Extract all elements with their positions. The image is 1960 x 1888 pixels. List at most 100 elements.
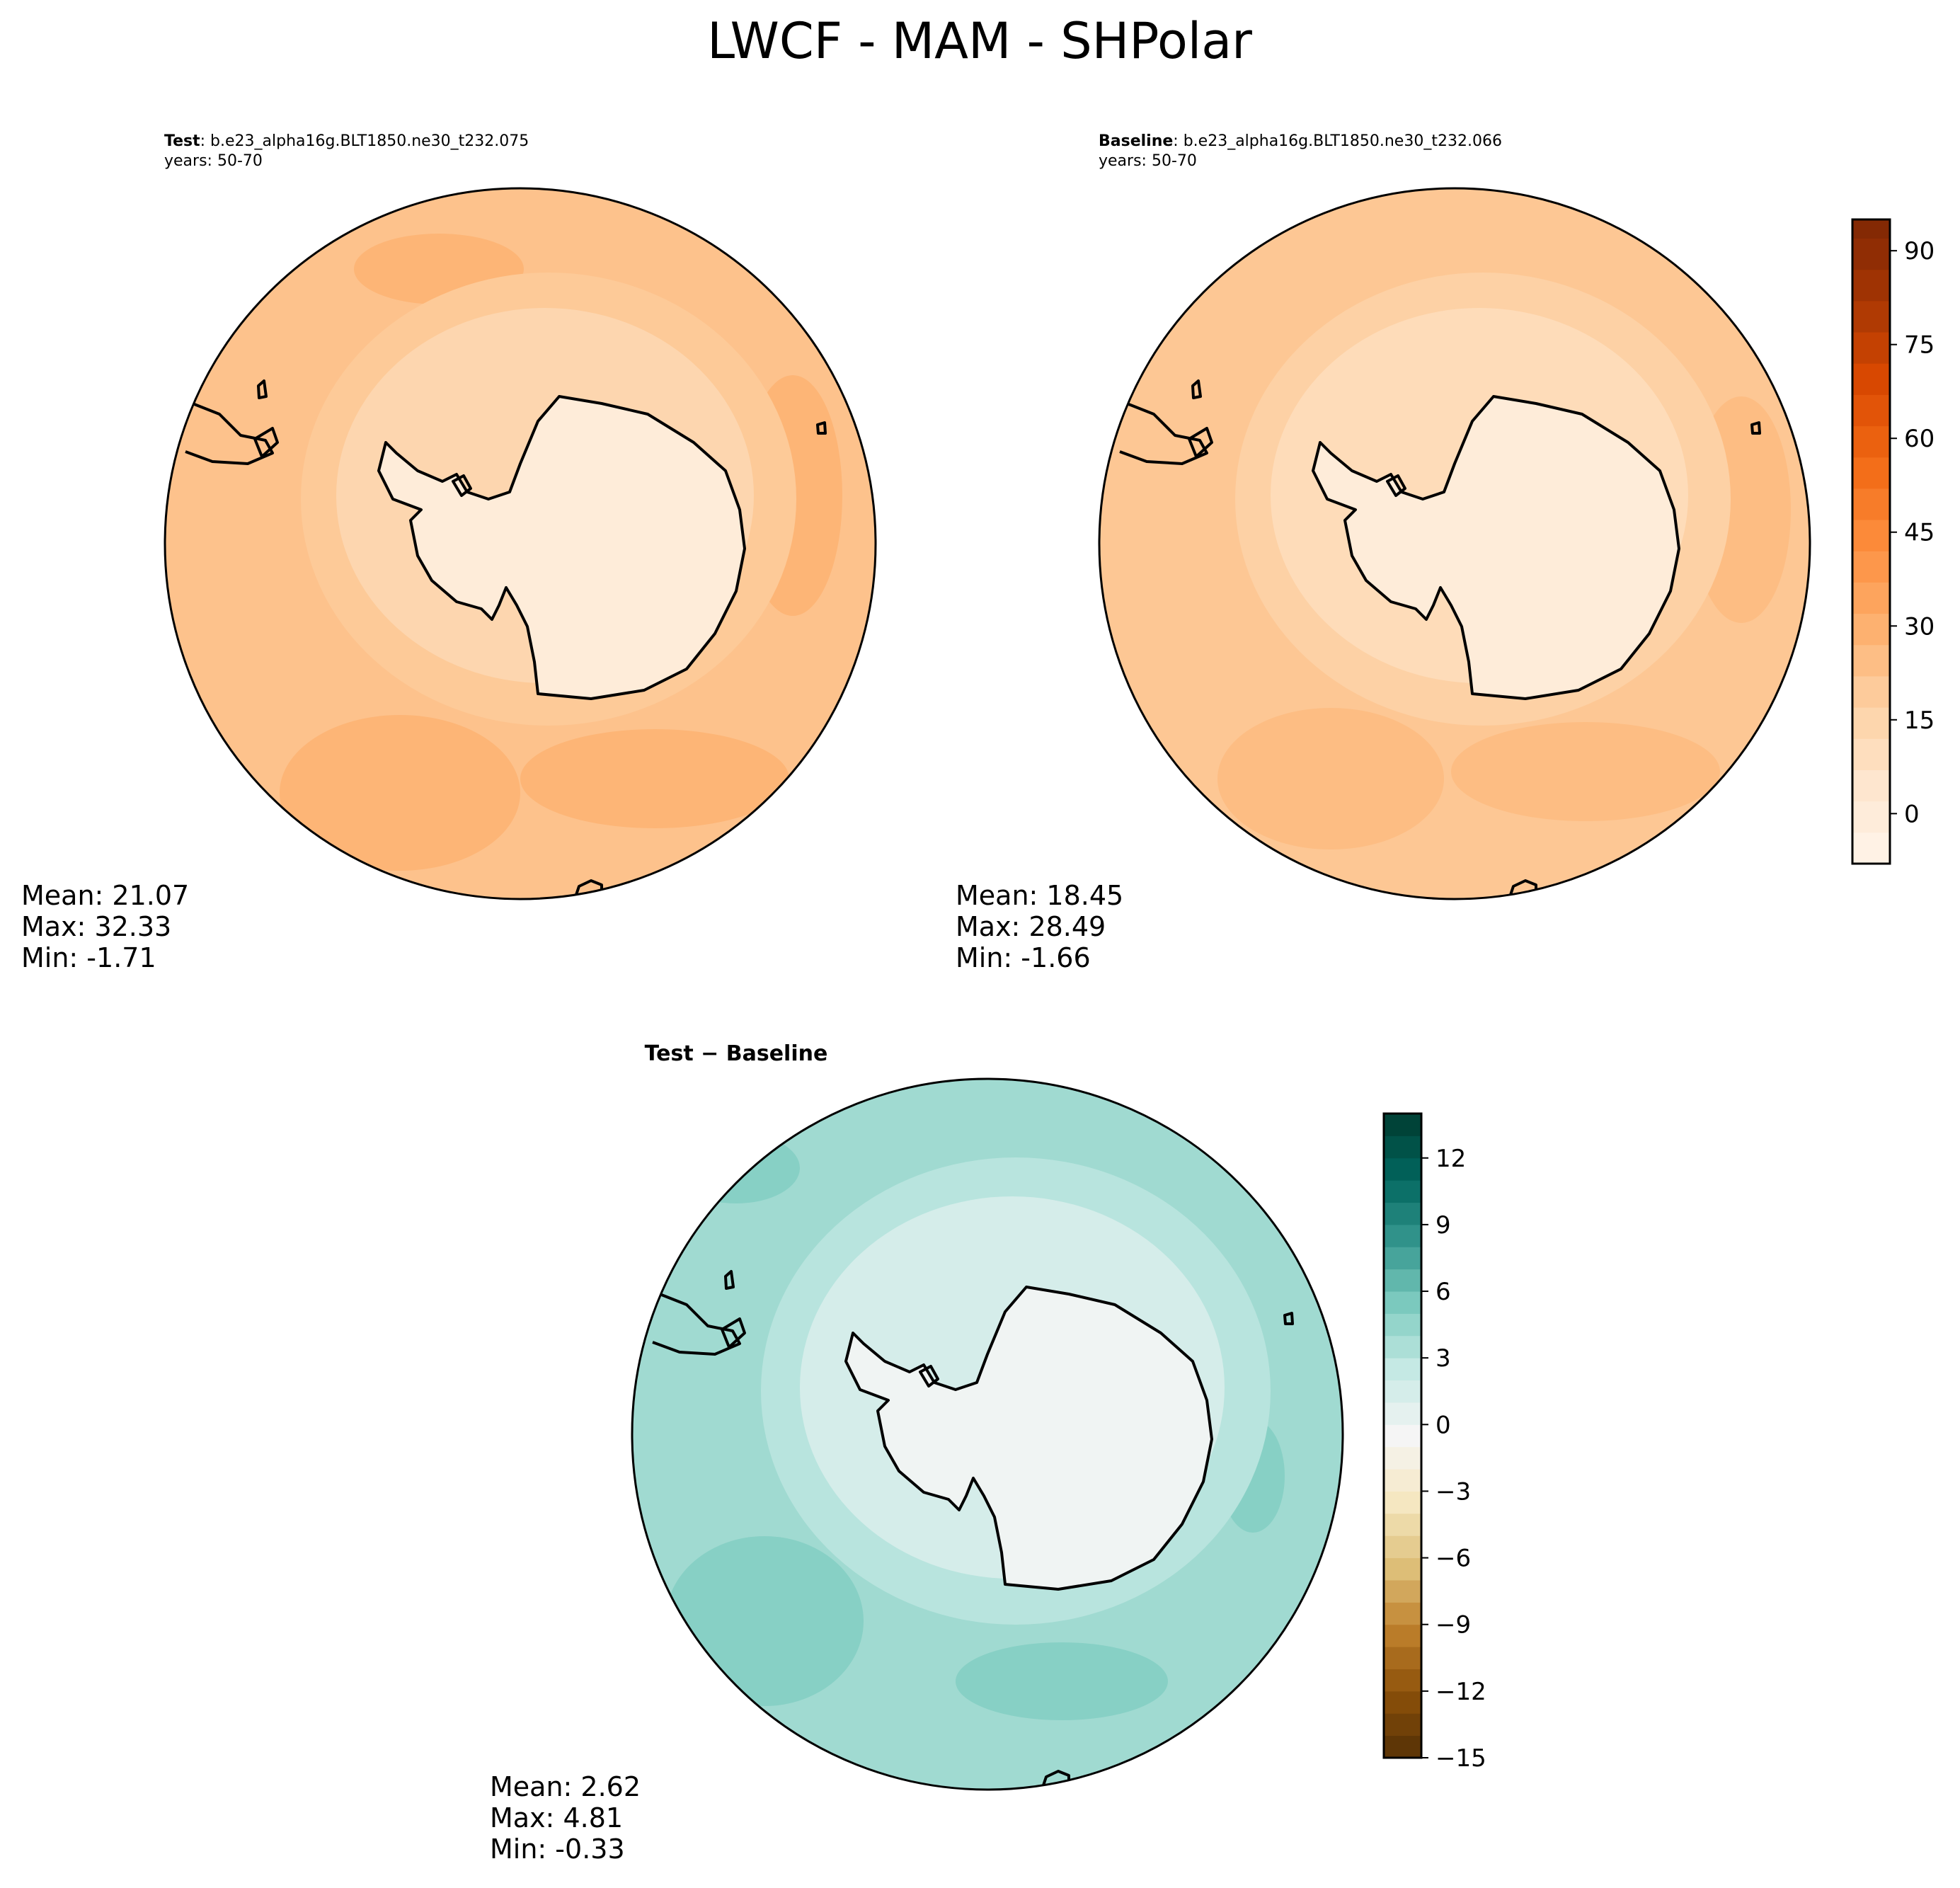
test-field-warm-b: [520, 729, 789, 828]
brbg-colorbar-tick-label: 3: [1435, 1344, 1451, 1373]
difference-stat-mean: Mean: 2.62: [490, 1771, 641, 1802]
brbg-colorbar-segment: [1384, 1313, 1421, 1337]
brbg-colorbar-segment: [1384, 1291, 1421, 1314]
brbg-colorbar-segment: [1384, 1202, 1421, 1225]
oranges-colorbar-segment: [1852, 332, 1890, 364]
difference-map: [632, 1079, 1343, 1790]
test-title-bold: Test: [164, 132, 200, 150]
brbg-colorbar-segment: [1384, 1135, 1421, 1159]
brbg-colorbar-tick-label: 12: [1435, 1145, 1466, 1173]
oranges-colorbar-segment: [1852, 363, 1890, 395]
baseline-coastlines: [1119, 379, 1761, 899]
test-stat-max: Max: 32.33: [21, 911, 171, 942]
test-panel-title: Test: b.e23_alpha16g.BLT1850.ne30_t232.0…: [164, 132, 529, 150]
oranges-colorbar-segment: [1852, 300, 1890, 333]
diff-field-warm-b: [956, 1642, 1168, 1720]
brbg-colorbar-frame: [1382, 1112, 1423, 1759]
baseline-map: [1099, 188, 1810, 899]
brbg-colorbar-segment: [1384, 1513, 1421, 1536]
oranges-colorbar-segment: [1852, 613, 1890, 646]
figure-title: LWCF - MAM - SHPolar: [707, 12, 1252, 70]
difference-map-boundary: [631, 1077, 1344, 1791]
oranges-colorbar-segment: [1852, 675, 1890, 708]
oranges-colorbar-segment: [1852, 520, 1890, 551]
oranges-colorbar-tick-label: 45: [1904, 519, 1935, 547]
diff-field-warm-a: [665, 1536, 864, 1706]
oranges-colorbar-tick-label: 60: [1904, 425, 1935, 453]
oranges-colorbar-segment: [1852, 425, 1890, 458]
baseline-years: years: 50-70: [1099, 152, 1197, 170]
brbg-colorbar-segment: [1384, 1380, 1421, 1403]
baseline-map-boundary: [1098, 187, 1811, 900]
difference-panel-title: Test − Baseline: [645, 1041, 828, 1066]
baseline-field-warm-a: [1217, 708, 1444, 849]
brbg-colorbar-segment: [1384, 1446, 1421, 1470]
brbg-colorbar-segment: [1384, 1424, 1421, 1448]
baseline-title-case: : b.e23_alpha16g.BLT1850.ne30_t232.066: [1173, 132, 1502, 150]
brbg-colorbar-segment: [1384, 1114, 1421, 1136]
brbg-colorbar-segment: [1384, 1469, 1421, 1492]
baseline-field-warm-b: [1451, 722, 1720, 821]
brbg-colorbar-tick-label: −3: [1435, 1477, 1471, 1506]
oranges-colorbar-segment: [1852, 707, 1890, 739]
oranges-colorbar-segment: [1852, 644, 1890, 677]
brbg-colorbar-segment: [1384, 1491, 1421, 1514]
brbg-colorbar-segment: [1384, 1690, 1421, 1714]
brbg-colorbar-segment: [1384, 1180, 1421, 1203]
oranges-colorbar-segment: [1852, 269, 1890, 302]
brbg-colorbar-segment: [1384, 1358, 1421, 1381]
brbg-colorbar-segment: [1384, 1579, 1421, 1603]
test-map-boundary: [164, 187, 877, 900]
brbg-colorbar-tick-label: 0: [1435, 1411, 1451, 1439]
test-field-warm-a: [280, 715, 520, 871]
difference-stat-min: Min: -0.33: [490, 1833, 625, 1865]
brbg-colorbar-segment: [1384, 1335, 1421, 1358]
test-stat-mean: Mean: 21.07: [21, 880, 189, 911]
brbg-colorbar-segment: [1384, 1247, 1421, 1270]
brbg-colorbar-segment: [1384, 1224, 1421, 1247]
baseline-title-bold: Baseline: [1099, 132, 1173, 150]
brbg-colorbar-tick-label: −6: [1435, 1545, 1471, 1573]
brbg-colorbar-tick-label: −12: [1435, 1678, 1486, 1706]
oranges-colorbar-segment: [1852, 488, 1890, 520]
test-title-case: : b.e23_alpha16g.BLT1850.ne30_t232.075: [200, 132, 529, 150]
baseline-stat-min: Min: -1.66: [956, 942, 1091, 973]
brbg-colorbar-segment: [1384, 1624, 1421, 1647]
oranges-colorbar-segment: [1852, 457, 1890, 489]
panel-baseline: Baseline: b.e23_alpha16g.BLT1850.ne30_t2…: [956, 132, 1935, 973]
colorbar-oranges: 0 15 30 45 60 75 90: [1851, 218, 1935, 865]
baseline-stat-max: Max: 28.49: [956, 911, 1106, 942]
oranges-colorbar-tick-label: 75: [1904, 331, 1935, 360]
brbg-colorbar-tick-label: 9: [1435, 1211, 1451, 1240]
oranges-colorbar-segment: [1852, 738, 1890, 770]
panel-test: Test: b.e23_alpha16g.BLT1850.ne30_t232.0…: [21, 132, 877, 973]
oranges-colorbar-segment: [1852, 551, 1890, 583]
brbg-colorbar-segment: [1384, 1735, 1421, 1758]
oranges-colorbar-frame: [1851, 218, 1891, 865]
brbg-colorbar-segment: [1384, 1557, 1421, 1581]
test-coastlines: [185, 379, 827, 899]
difference-stat-max: Max: 4.81: [490, 1802, 623, 1833]
test-stat-min: Min: -1.71: [21, 942, 156, 973]
baseline-stat-mean: Mean: 18.45: [956, 880, 1123, 911]
test-map: [165, 188, 876, 899]
colorbar-brbg: −15 −12 −9 −6 −3 0 3 6 9 12: [1382, 1112, 1486, 1773]
brbg-colorbar-segment: [1384, 1647, 1421, 1669]
oranges-colorbar-segment: [1852, 219, 1890, 239]
brbg-colorbar-segment: [1384, 1669, 1421, 1692]
oranges-colorbar-segment: [1852, 832, 1890, 864]
oranges-colorbar-segment: [1852, 238, 1890, 270]
oranges-colorbar-segment: [1852, 394, 1890, 427]
brbg-colorbar-segment: [1384, 1157, 1421, 1181]
oranges-colorbar-segment: [1852, 582, 1890, 614]
oranges-colorbar-segment: [1852, 769, 1890, 802]
oranges-colorbar-tick-label: 15: [1904, 706, 1935, 735]
test-years: years: 50-70: [164, 152, 263, 170]
brbg-colorbar-tick-label: 6: [1435, 1278, 1451, 1306]
oranges-colorbar-tick-label: 0: [1904, 800, 1920, 828]
brbg-colorbar-segment: [1384, 1602, 1421, 1625]
brbg-colorbar-tick-label: −15: [1435, 1744, 1486, 1773]
baseline-panel-title: Baseline: b.e23_alpha16g.BLT1850.ne30_t2…: [1099, 132, 1502, 150]
oranges-colorbar-tick-label: 30: [1904, 612, 1935, 641]
